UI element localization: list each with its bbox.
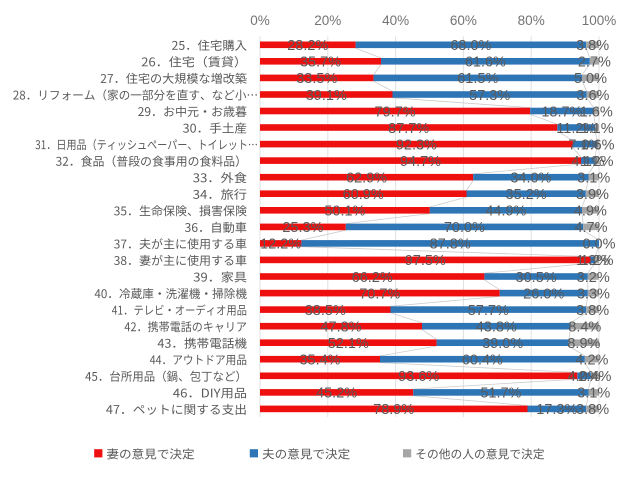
svg-text:60.4%: 60.4% bbox=[462, 353, 503, 369]
svg-text:97.5%: 97.5% bbox=[405, 253, 446, 269]
svg-text:39.0%: 39.0% bbox=[482, 336, 523, 352]
svg-text:35.2%: 35.2% bbox=[506, 187, 547, 203]
svg-text:3.8%: 3.8% bbox=[576, 303, 609, 319]
svg-text:93.6%: 93.6% bbox=[398, 369, 439, 385]
svg-text:1.1%: 1.1% bbox=[581, 121, 614, 137]
svg-text:68.0%: 68.0% bbox=[450, 38, 491, 54]
svg-text:100%: 100% bbox=[582, 13, 617, 28]
svg-text:60%: 60% bbox=[450, 13, 477, 28]
svg-text:38.5%: 38.5% bbox=[305, 303, 346, 319]
svg-text:50.1%: 50.1% bbox=[324, 204, 365, 220]
svg-text:26.0%: 26.0% bbox=[523, 286, 564, 302]
svg-text:0.6%: 0.6% bbox=[581, 137, 614, 153]
svg-text:80%: 80% bbox=[518, 13, 545, 28]
svg-text:4.9%: 4.9% bbox=[574, 204, 607, 220]
svg-text:1.2%: 1.2% bbox=[580, 253, 613, 269]
svg-text:61.5%: 61.5% bbox=[457, 71, 498, 87]
svg-text:39.1%: 39.1% bbox=[306, 88, 347, 104]
svg-text:4.0%: 4.0% bbox=[568, 369, 601, 385]
svg-text:35.4%: 35.4% bbox=[299, 353, 340, 369]
svg-text:45.2%: 45.2% bbox=[316, 386, 357, 402]
svg-text:3.3%: 3.3% bbox=[577, 286, 610, 302]
svg-text:12.2%: 12.2% bbox=[260, 237, 301, 253]
svg-text:4.2%: 4.2% bbox=[575, 353, 608, 369]
svg-text:35.7%: 35.7% bbox=[300, 55, 341, 71]
svg-text:87.8%: 87.8% bbox=[430, 237, 471, 253]
svg-text:5.0%: 5.0% bbox=[574, 71, 607, 87]
svg-text:52.1%: 52.1% bbox=[328, 336, 369, 352]
svg-text:0.0%: 0.0% bbox=[582, 237, 615, 253]
svg-text:66.2%: 66.2% bbox=[352, 270, 393, 286]
svg-text:17.3%: 17.3% bbox=[536, 402, 577, 418]
svg-text:0%: 0% bbox=[250, 13, 270, 28]
svg-text:4.1%: 4.1% bbox=[571, 154, 604, 170]
svg-text:1.3%: 1.3% bbox=[576, 253, 609, 269]
svg-text:11.2%: 11.2% bbox=[556, 121, 596, 137]
svg-text:51.7%: 51.7% bbox=[480, 386, 521, 402]
svg-text:20%: 20% bbox=[314, 13, 341, 28]
svg-text:2.7%: 2.7% bbox=[578, 55, 611, 71]
svg-text:57.3%: 57.3% bbox=[469, 88, 510, 104]
svg-text:8.9%: 8.9% bbox=[567, 336, 600, 352]
svg-text:3.1%: 3.1% bbox=[577, 171, 610, 187]
svg-text:44.9%: 44.9% bbox=[485, 204, 526, 220]
svg-text:4.7%: 4.7% bbox=[574, 220, 607, 236]
svg-text:92.3%: 92.3% bbox=[396, 137, 437, 153]
svg-text:61.6%: 61.6% bbox=[465, 55, 506, 71]
svg-text:25.3%: 25.3% bbox=[282, 220, 323, 236]
svg-text:33.5%: 33.5% bbox=[296, 71, 337, 87]
svg-text:57.7%: 57.7% bbox=[468, 303, 509, 319]
svg-text:3.8%: 3.8% bbox=[576, 38, 609, 54]
svg-text:3.2%: 3.2% bbox=[577, 270, 610, 286]
svg-text:8.4%: 8.4% bbox=[568, 320, 601, 336]
svg-text:43.8%: 43.8% bbox=[476, 320, 517, 336]
svg-text:2.4%: 2.4% bbox=[578, 369, 611, 385]
svg-text:87.7%: 87.7% bbox=[388, 121, 429, 137]
svg-text:1.6%: 1.6% bbox=[580, 104, 613, 120]
svg-text:40%: 40% bbox=[382, 13, 409, 28]
svg-text:78.9%: 78.9% bbox=[373, 402, 414, 418]
svg-text:3.6%: 3.6% bbox=[576, 88, 609, 104]
svg-text:79.7%: 79.7% bbox=[375, 104, 416, 120]
svg-text:28.2%: 28.2% bbox=[287, 38, 328, 54]
svg-text:34.0%: 34.0% bbox=[510, 171, 551, 187]
svg-text:60.9%: 60.9% bbox=[343, 187, 384, 203]
svg-text:94.7%: 94.7% bbox=[400, 154, 441, 170]
svg-text:62.9%: 62.9% bbox=[346, 171, 387, 187]
svg-text:18.7%: 18.7% bbox=[541, 104, 582, 120]
svg-text:3.8%: 3.8% bbox=[576, 402, 609, 418]
svg-text:3.1%: 3.1% bbox=[577, 386, 610, 402]
svg-text:47.8%: 47.8% bbox=[320, 320, 361, 336]
svg-text:70.0%: 70.0% bbox=[444, 220, 485, 236]
svg-text:30.5%: 30.5% bbox=[516, 270, 557, 286]
svg-text:70.7%: 70.7% bbox=[359, 286, 400, 302]
svg-text:7.1%: 7.1% bbox=[568, 137, 601, 153]
svg-text:3.9%: 3.9% bbox=[576, 187, 609, 203]
svg-text:1.2%: 1.2% bbox=[580, 154, 613, 170]
